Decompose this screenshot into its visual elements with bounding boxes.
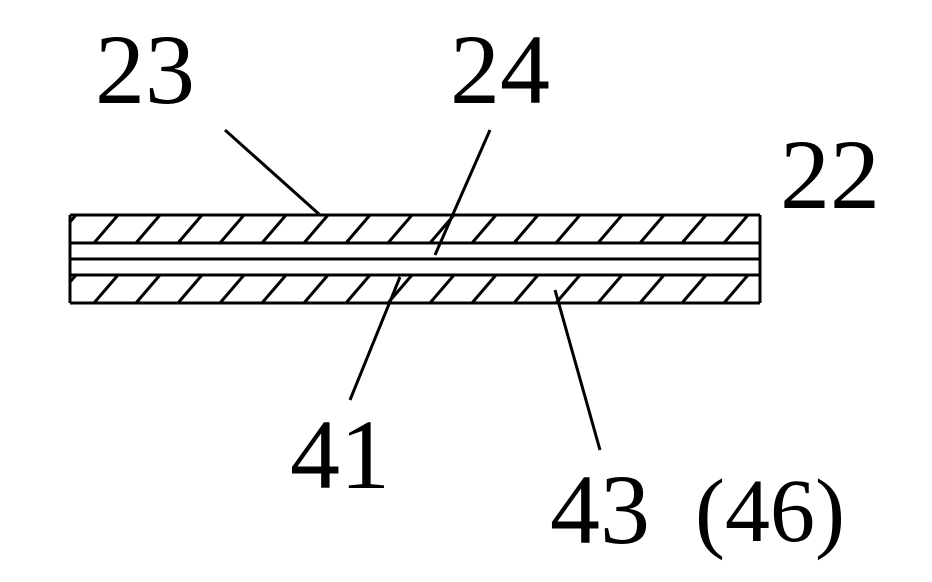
label-46: (46) (695, 467, 845, 557)
label-22: 22 (780, 125, 880, 225)
label-43: 43 (550, 460, 650, 560)
label-41: 41 (290, 405, 390, 505)
label-24: 24 (450, 20, 550, 120)
label-23: 23 (95, 20, 195, 120)
